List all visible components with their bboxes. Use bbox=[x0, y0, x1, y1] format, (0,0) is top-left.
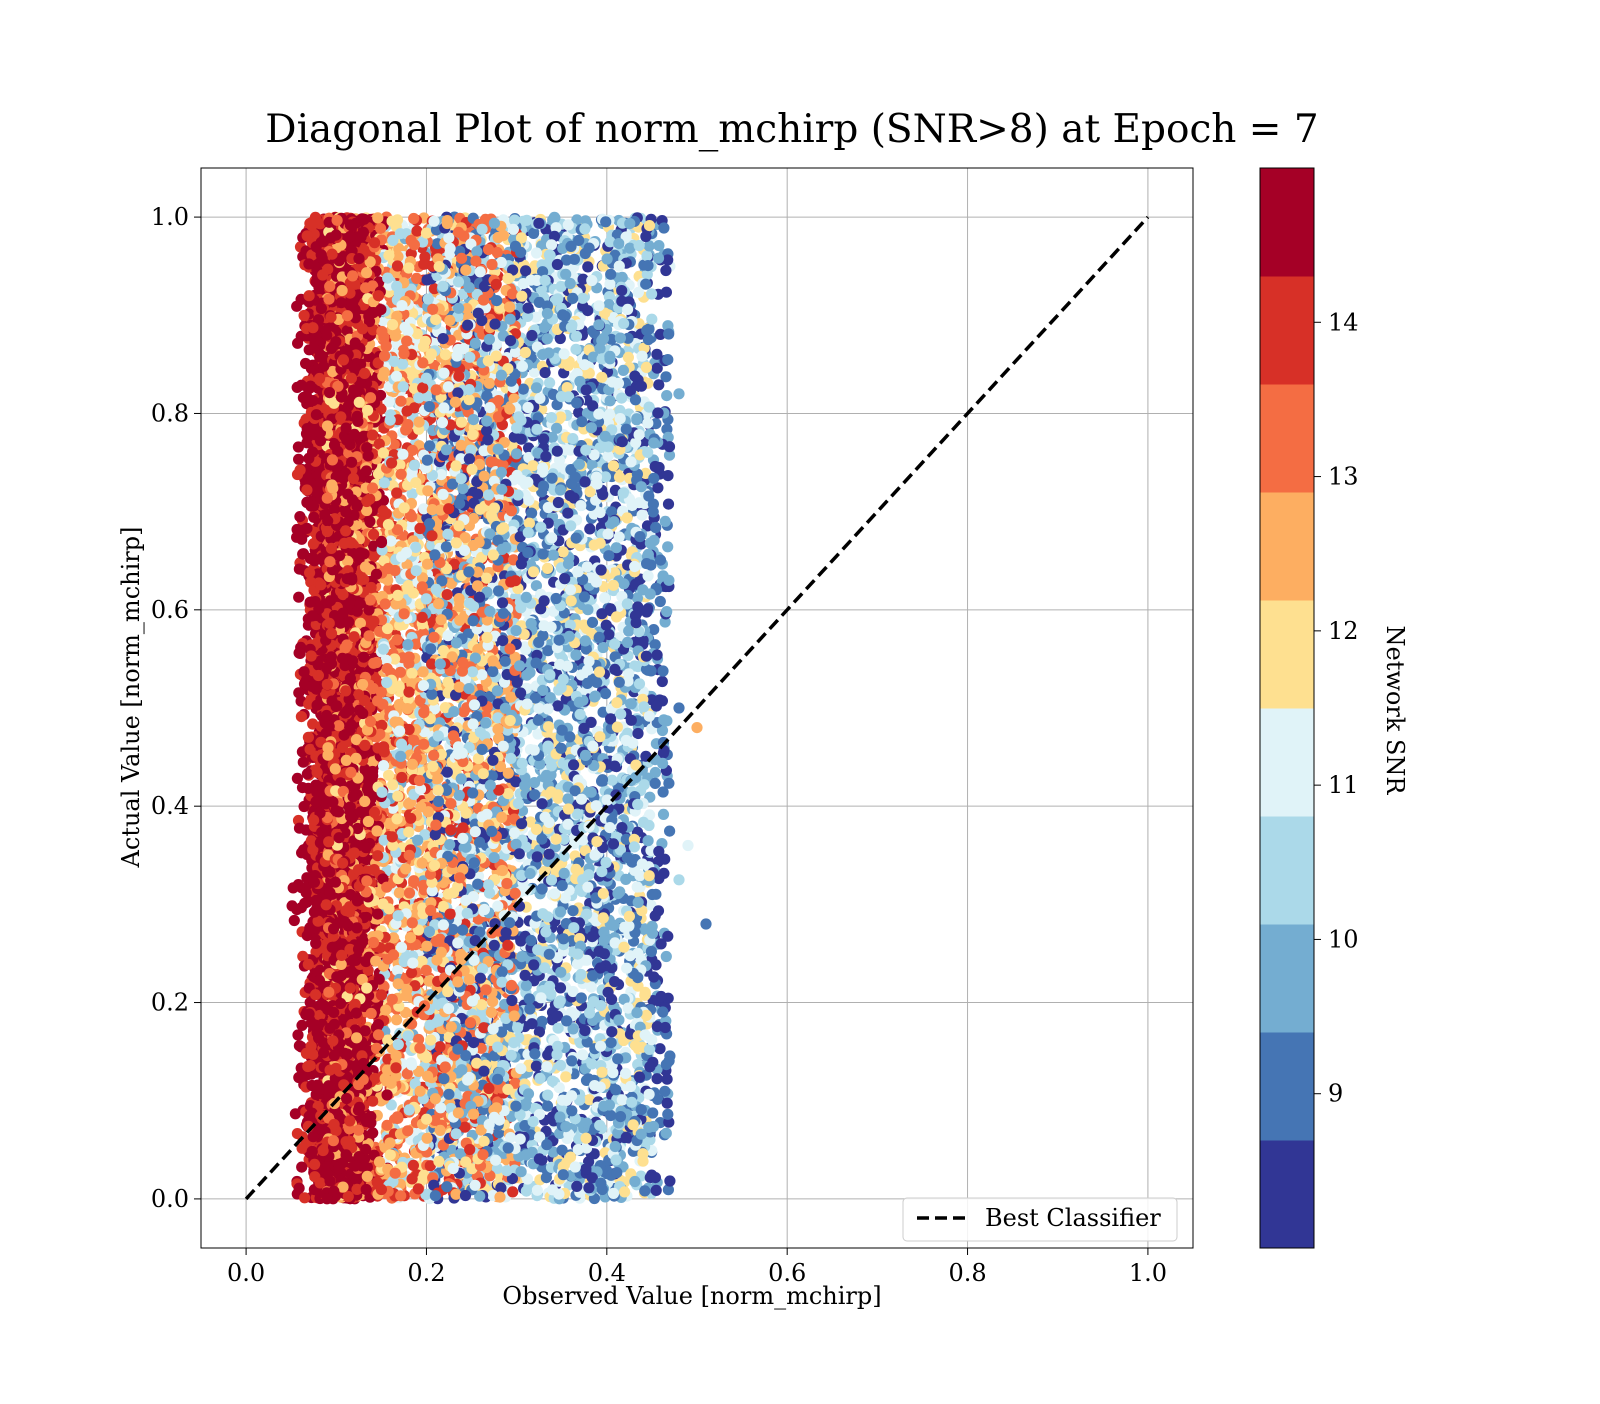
scatter-point bbox=[673, 874, 684, 885]
scatter-points bbox=[287, 212, 712, 1205]
scatter-point bbox=[673, 702, 684, 713]
scatter-point bbox=[623, 625, 634, 636]
scatter-point bbox=[299, 801, 310, 812]
scatter-point bbox=[292, 1029, 303, 1040]
scatter-point bbox=[664, 826, 675, 837]
scatter-point bbox=[528, 228, 539, 239]
chart-title: Diagonal Plot of norm_mchirp (SNR>8) at … bbox=[265, 107, 1318, 152]
scatter-point bbox=[663, 499, 674, 510]
scatter-point bbox=[691, 722, 702, 733]
scatter-point bbox=[662, 541, 673, 552]
scatter-point bbox=[289, 915, 300, 926]
scatter-point bbox=[294, 511, 305, 522]
scatter-point bbox=[661, 951, 672, 962]
